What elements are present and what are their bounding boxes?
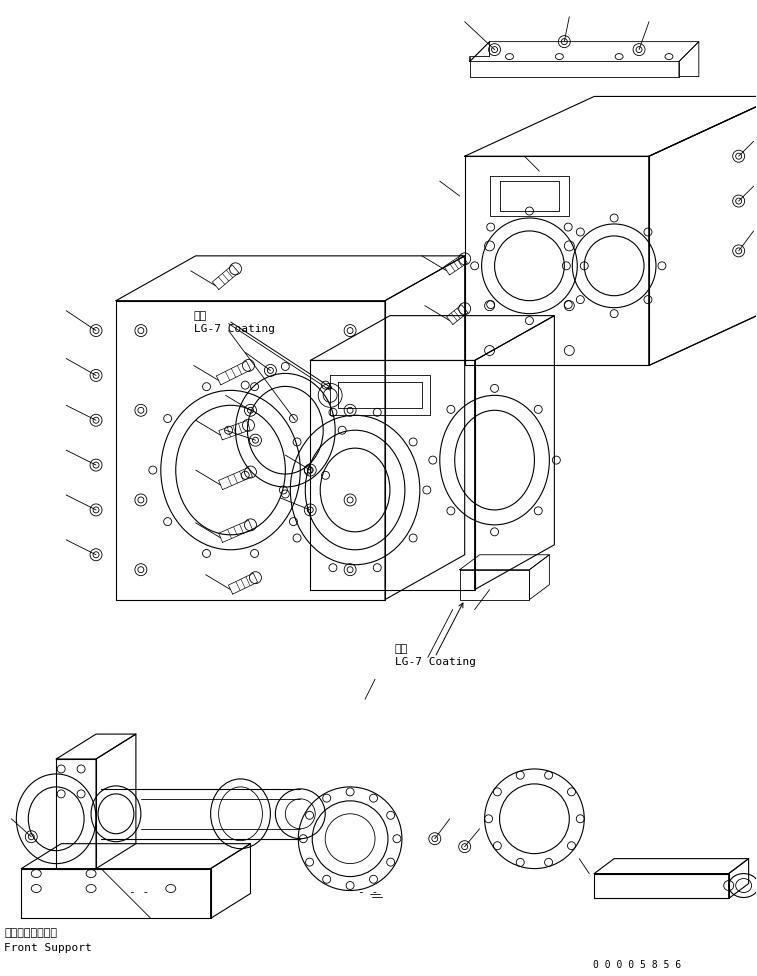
Text: 塗布: 塗布 [194, 310, 207, 321]
Text: - -: - - [129, 886, 149, 897]
Text: フロントサポート: フロントサポート [5, 928, 58, 938]
Text: 0 0 0 0 5 8 5 6: 0 0 0 0 5 8 5 6 [593, 960, 681, 970]
Text: Front Support: Front Support [5, 944, 92, 954]
Text: 塗布: 塗布 [395, 644, 408, 655]
Text: - -: - - [358, 886, 378, 897]
Text: LG-7 Coating: LG-7 Coating [395, 658, 476, 668]
Text: LG-7 Coating: LG-7 Coating [194, 324, 275, 334]
